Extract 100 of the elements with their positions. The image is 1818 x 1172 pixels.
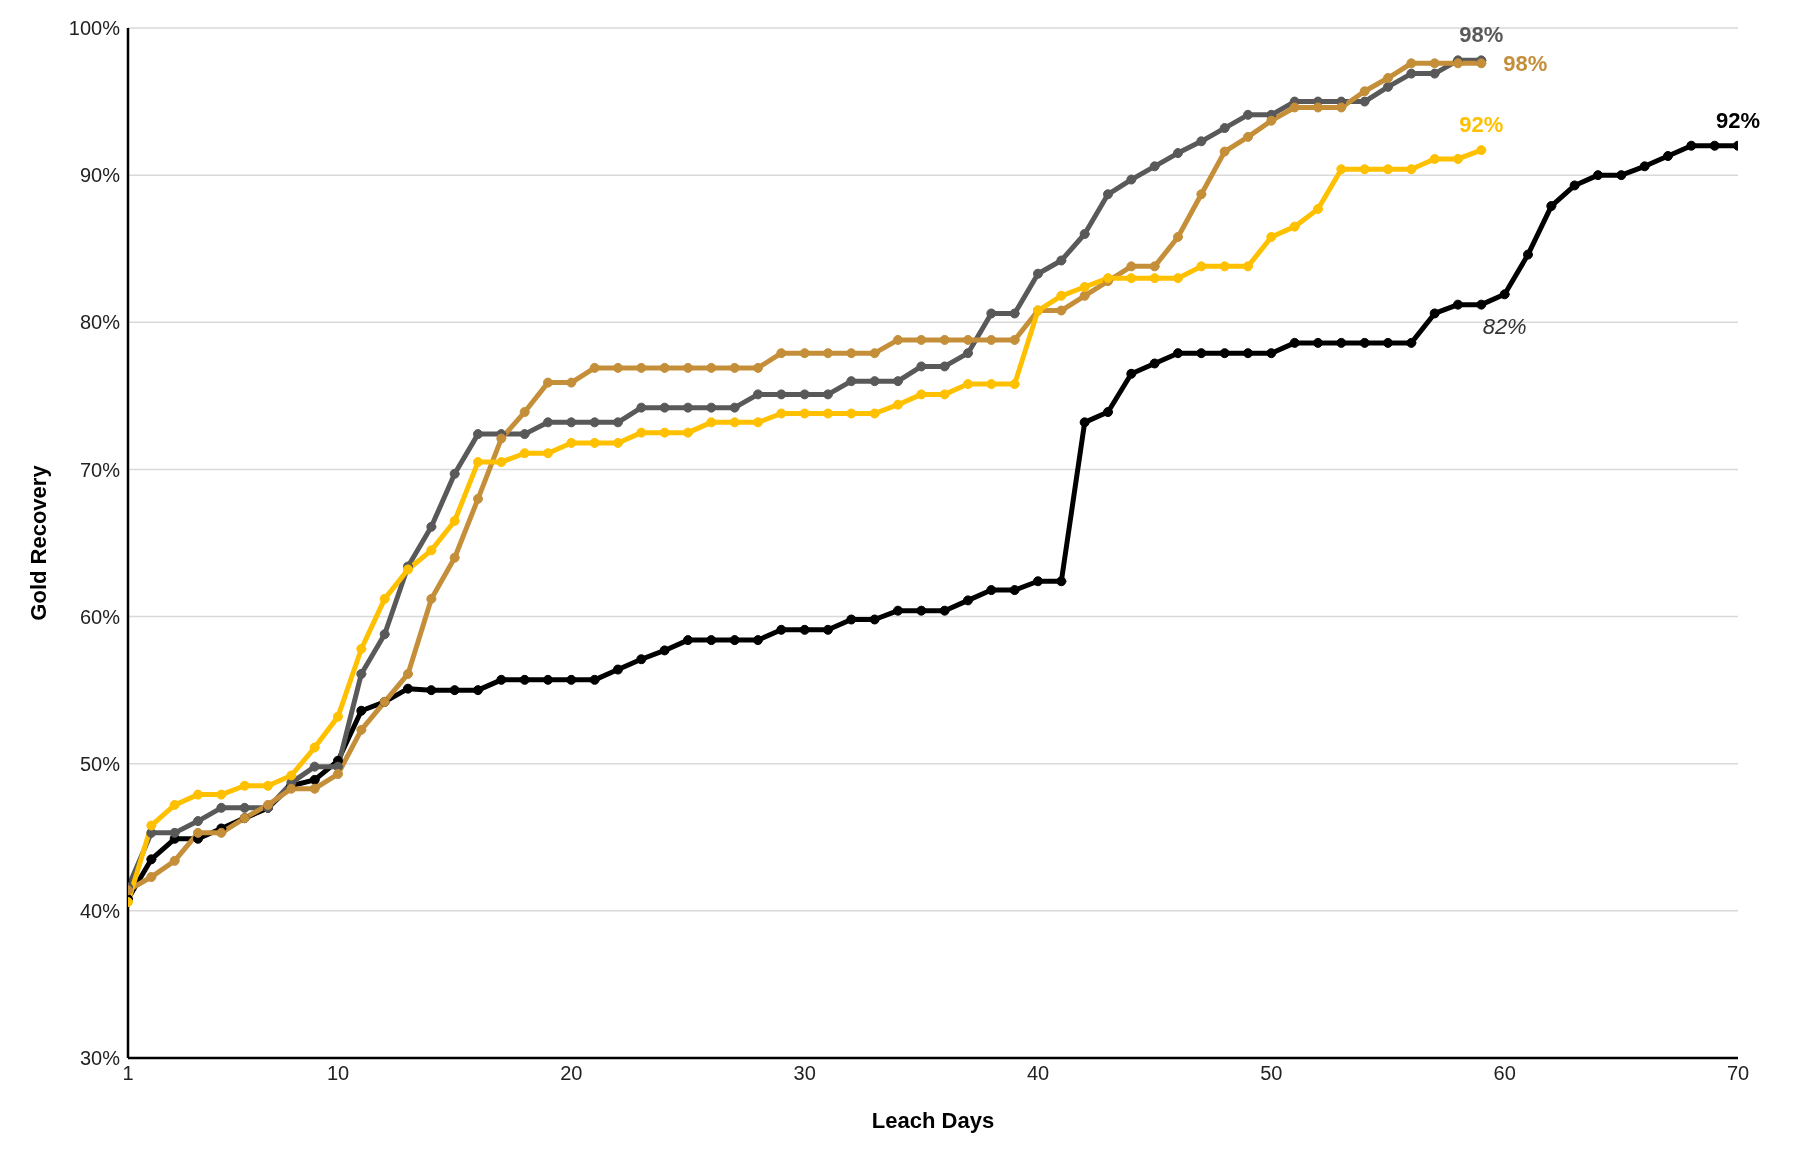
point <box>916 389 927 400</box>
point <box>1196 136 1207 147</box>
point <box>1429 68 1440 79</box>
point <box>426 521 437 532</box>
y-tick-label: 60% <box>79 605 121 628</box>
point <box>356 724 367 735</box>
point <box>169 827 180 838</box>
point <box>216 789 227 800</box>
point <box>963 334 973 345</box>
point <box>1126 273 1137 284</box>
point <box>1313 203 1323 214</box>
point <box>566 377 577 388</box>
point <box>1079 281 1090 292</box>
point <box>846 348 857 359</box>
point <box>169 799 180 810</box>
point <box>636 427 647 438</box>
x-tick-label: 10 <box>326 1062 350 1085</box>
point <box>1056 305 1067 316</box>
point <box>543 417 553 428</box>
point <box>1243 261 1253 272</box>
point <box>1079 290 1090 301</box>
point <box>146 820 157 831</box>
point <box>426 545 437 556</box>
point <box>1009 308 1020 319</box>
point <box>286 770 297 781</box>
point <box>239 802 250 813</box>
point <box>1429 153 1440 164</box>
point <box>1149 273 1160 284</box>
point <box>496 433 507 444</box>
point <box>589 417 600 428</box>
y-tick-label: 100% <box>68 17 121 40</box>
point <box>146 872 157 883</box>
x-tick-label: 30 <box>793 1062 816 1085</box>
point <box>1266 115 1277 126</box>
point <box>683 427 693 438</box>
point <box>613 417 623 428</box>
point <box>683 402 693 413</box>
x-tick-label: 60 <box>1493 1062 1516 1085</box>
annotation: 92% <box>1715 107 1761 133</box>
point <box>683 362 693 373</box>
point <box>1406 58 1417 69</box>
point <box>1429 58 1440 69</box>
point <box>939 361 950 372</box>
point <box>566 417 577 428</box>
y-axis-title: Gold Recovery <box>25 464 51 621</box>
y-tick-label: 80% <box>79 311 121 334</box>
point <box>729 402 740 413</box>
point <box>216 827 227 838</box>
point <box>799 348 810 359</box>
point <box>636 362 647 373</box>
point <box>659 402 670 413</box>
point <box>706 417 717 428</box>
point <box>426 593 437 604</box>
point <box>1009 334 1020 345</box>
point <box>1149 261 1160 272</box>
x-tick-label: 1 <box>122 1062 134 1085</box>
y-tick-label: 50% <box>79 752 121 775</box>
point <box>1009 379 1020 390</box>
annotation: 92% <box>1459 112 1504 138</box>
point <box>1219 146 1230 157</box>
point <box>916 334 927 345</box>
point <box>1033 268 1043 279</box>
point <box>473 457 483 468</box>
point <box>659 362 670 373</box>
point <box>589 362 600 373</box>
y-tick-label: 30% <box>79 1047 121 1070</box>
point <box>1243 131 1253 142</box>
point <box>1126 261 1137 272</box>
y-tick-label: 40% <box>79 899 121 922</box>
point <box>729 362 740 373</box>
point <box>1359 164 1370 175</box>
point <box>333 711 343 722</box>
point <box>893 399 903 410</box>
point <box>986 308 997 319</box>
point <box>239 780 250 791</box>
point <box>893 334 903 345</box>
point <box>263 780 273 791</box>
point <box>589 437 600 448</box>
point <box>1336 164 1347 175</box>
point <box>869 376 880 387</box>
point <box>1406 68 1417 79</box>
point <box>543 448 553 459</box>
point <box>1359 96 1370 107</box>
point <box>333 769 343 780</box>
annotation: 82% <box>1482 314 1527 340</box>
point <box>1126 174 1137 185</box>
point <box>613 362 623 373</box>
point <box>776 348 787 359</box>
point <box>519 448 530 459</box>
point <box>193 827 203 838</box>
x-tick-label: 70 <box>1726 1062 1750 1085</box>
point <box>986 334 997 345</box>
point <box>1056 255 1067 266</box>
point <box>636 402 647 413</box>
point <box>1289 102 1300 113</box>
point <box>1266 231 1277 242</box>
point <box>659 427 670 438</box>
point <box>193 816 203 827</box>
point <box>869 348 880 359</box>
point <box>309 783 320 794</box>
